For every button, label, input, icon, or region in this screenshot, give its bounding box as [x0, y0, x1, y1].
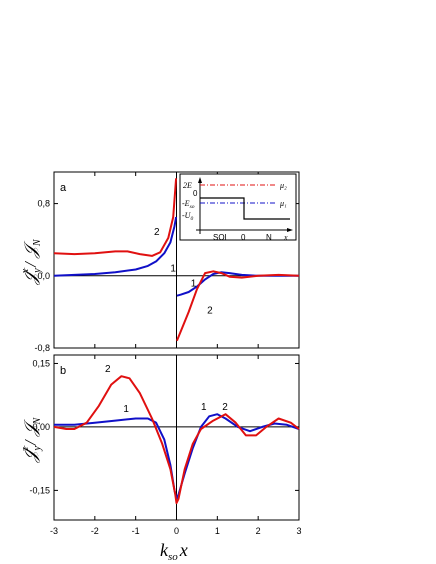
panel-b-ylabel: 𝒥yz/ 𝒥N	[20, 416, 43, 463]
y-tick-label: 0,15	[32, 358, 50, 368]
y-tick-label: 0,00	[32, 422, 50, 432]
inset-level-u0: -U0	[182, 211, 193, 222]
curve-label: 1	[170, 263, 176, 274]
curve-label: 2	[105, 364, 111, 375]
x-tick-label: 2	[256, 526, 261, 536]
x-tick-label: 3	[296, 526, 301, 536]
panel-a-ylabel: 𝒥yx/ 𝒥N	[20, 238, 43, 285]
curve-label: 1	[201, 402, 207, 413]
panel-a-curve-labels: 2 1 1 2	[154, 227, 213, 317]
panel-b: 0,150,00-0,15 -3 -2 -1 0 1 2 3 21 1 2 b 𝒥yz/ 𝒥N …	[20, 354, 302, 563]
inset-potential-step	[200, 197, 290, 220]
x-tick-label: -2	[91, 526, 99, 536]
panel-a: -0,8 0,0 0,8 2 1 1 2 a 2E 0 -Eso -U0 μ₂ μ₁	[20, 171, 300, 353]
y-tick-label: 0,0	[37, 271, 50, 281]
inset-region-zero: 0	[241, 233, 246, 242]
inset-potential-diagram: 2E 0 -Eso -U0 μ₂ μ₁ SOI 0 N x	[179, 173, 297, 242]
y-tick-label: -0,15	[29, 485, 50, 495]
inset-level-eso: -Eso	[182, 199, 195, 210]
inset-x-arrow-icon	[287, 228, 293, 232]
inset-mu1-label: μ₁	[279, 199, 287, 208]
panel-b-label: b	[60, 365, 66, 377]
inset-region-n: N	[266, 233, 272, 242]
curve-label: 2	[222, 402, 228, 413]
series-2-line	[53, 375, 300, 505]
panel-b-curve-labels: 2 1 1 2	[105, 364, 228, 415]
inset-y-arrow-icon	[198, 177, 202, 183]
panel-b-series	[53, 375, 300, 505]
panel-a-label: a	[60, 182, 67, 194]
x-tick-label: 1	[215, 526, 220, 536]
x-tick-label: -1	[132, 526, 140, 536]
y-tick-label: -0,8	[34, 343, 50, 353]
inset-region-soi: SOI	[213, 233, 227, 242]
series-1-line	[53, 216, 178, 277]
curve-label: 2	[207, 306, 213, 317]
curve-label: 1	[191, 279, 197, 290]
x-axis-label: kso x	[160, 540, 188, 563]
inset-region-x: x	[283, 233, 288, 242]
series-2-line	[175, 270, 300, 342]
inset-level-2e: 2E	[183, 181, 192, 190]
curve-label: 1	[123, 404, 129, 415]
curve-label: 2	[154, 227, 160, 238]
panel-a-series	[53, 178, 300, 342]
inset-level-0: 0	[193, 189, 198, 198]
y-tick-label: 0,8	[37, 199, 50, 209]
panel-b-x-ticks: -3 -2 -1 0 1 2 3	[50, 355, 302, 536]
x-tick-label: -3	[50, 526, 58, 536]
inset-mu2-label: μ₂	[279, 181, 287, 190]
x-tick-label: 0	[174, 526, 179, 536]
series-2-line	[53, 178, 178, 257]
